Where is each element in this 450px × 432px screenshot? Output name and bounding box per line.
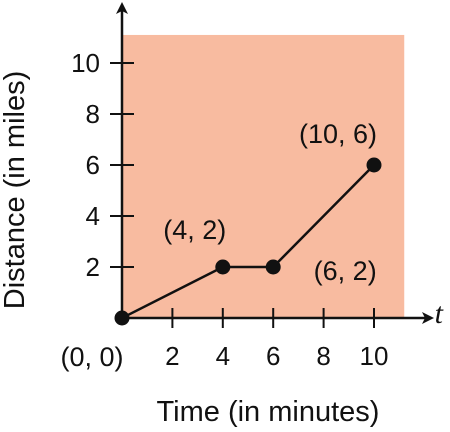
x-axis-variable-label: t: [435, 297, 444, 330]
y-tick-label: 10: [71, 48, 100, 78]
data-point: [265, 259, 281, 275]
data-point-label: (6, 2): [314, 256, 377, 286]
x-tick-label: 2: [165, 341, 179, 371]
x-tick-label: 6: [266, 341, 280, 371]
data-point-label: (10, 6): [299, 119, 377, 149]
y-tick-label: 8: [86, 99, 100, 129]
data-point: [215, 259, 231, 275]
y-axis-title: Distance (in miles): [0, 71, 31, 310]
x-axis-title: Time (in minutes): [157, 396, 380, 428]
data-point: [114, 310, 130, 326]
data-points: [114, 157, 382, 326]
data-point-label: (4, 2): [163, 215, 226, 245]
x-tick-label: 4: [216, 341, 230, 371]
series-line: [121, 164, 375, 320]
data-point-labels: (0, 0) (4, 2) (6, 2) (10, 6): [60, 119, 377, 372]
data-point-label: (0, 0): [60, 342, 123, 372]
data-point: [366, 157, 382, 173]
plot-area: [122, 34, 405, 318]
y-tick-label: 6: [86, 150, 100, 180]
y-tick-label: 4: [86, 201, 100, 231]
x-tick-label: 10: [360, 341, 389, 371]
y-tick-label: 2: [86, 252, 100, 282]
x-axis-ticks: 2 4 6 8 10: [165, 308, 388, 371]
x-tick-label: 8: [316, 341, 330, 371]
